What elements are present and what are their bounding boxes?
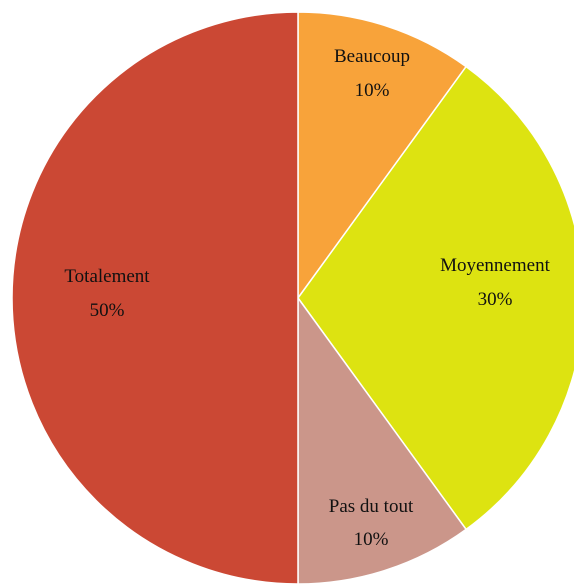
pie-slices	[11, 11, 574, 584]
slice-value-pas-du-tout: 10%	[354, 529, 389, 550]
slice-label-beaucoup: Beaucoup	[334, 46, 410, 67]
pie-slice-totalement	[11, 11, 299, 584]
pie-slice-moyennement	[297, 65, 574, 531]
pie-slice-beaucoup	[297, 11, 468, 301]
slice-value-beaucoup: 10%	[355, 80, 390, 101]
pie-labels: Beaucoup 10% Moyennement 30% Pas du tout 10% T…	[64, 46, 550, 550]
slice-label-pas-du-tout: Pas du tout	[329, 496, 414, 517]
slice-value-moyennement: 30%	[478, 289, 513, 310]
slice-label-totalement: Totalement	[64, 266, 150, 287]
slice-label-moyennement: Moyennement	[440, 255, 550, 276]
slice-value-totalement: 50%	[90, 300, 125, 321]
